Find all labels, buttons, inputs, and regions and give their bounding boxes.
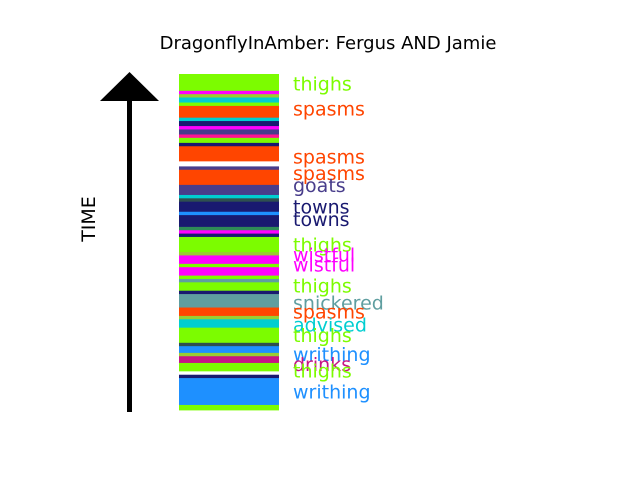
color-band [179,263,279,268]
color-band [179,102,279,107]
color-bands [179,74,279,411]
color-band [179,352,279,357]
word-label: writhing [293,382,371,404]
color-band [179,230,279,234]
word-label: towns [293,209,350,231]
color-band [179,346,279,354]
color-band [179,137,279,144]
color-band [179,294,279,308]
color-band [179,255,279,265]
color-band [179,226,279,231]
color-band [179,252,279,256]
word-label: advised [293,314,367,336]
color-band [179,184,279,196]
color-band [179,307,279,317]
color-band [179,166,279,171]
color-band [179,362,279,372]
color-band [179,169,279,186]
color-band [179,198,279,203]
color-band [179,194,279,199]
color-band [179,121,279,127]
time-arrow-head [100,72,159,101]
word-label: goats [293,175,346,197]
color-band [179,275,279,280]
word-label: writhing [293,344,371,366]
word-label: thighs [293,361,352,383]
color-band [179,404,279,411]
color-band [179,94,279,98]
word-label: towns [293,197,350,219]
color-band [179,356,279,364]
time-arrow [100,72,159,412]
color-band [179,126,279,130]
color-band [179,374,279,379]
word-label: snickered [293,292,384,314]
color-band [179,211,279,216]
color-band [179,342,279,347]
color-band [179,117,279,122]
color-band [179,315,279,320]
color-band [179,142,279,147]
color-band [179,97,279,103]
color-band [179,74,279,92]
word-label: spasms [293,302,365,324]
color-band [179,134,279,139]
word-label: spasms [293,146,365,168]
color-band [179,201,279,213]
color-band [179,215,279,228]
color-band [179,327,279,344]
word-label: thighs [293,234,352,256]
color-band [179,278,279,283]
color-band [179,105,279,119]
color-band [179,371,279,376]
color-band [179,90,279,95]
word-labels: thighsspasmsspasmsspasmsgoatstownstownst… [293,73,384,403]
word-label: thighs [293,325,352,347]
word-label: wistful [293,244,355,266]
color-band [179,161,279,167]
word-label: thighs [293,276,352,298]
word-label: spasms [293,99,365,121]
color-band [179,319,279,329]
color-band [179,282,279,292]
word-label: drinks [293,354,351,376]
color-band [179,233,279,238]
word-label: wistful [293,255,355,277]
color-band [179,236,279,253]
color-band [179,146,279,162]
color-band [179,378,279,406]
word-label: spasms [293,163,365,185]
y-axis-label: TIME [78,196,100,243]
chart-title: DragonflyInAmber: Fergus AND Jamie [160,33,497,54]
color-band [179,267,279,276]
word-label: thighs [293,73,352,95]
color-band [179,129,279,135]
color-band [179,290,279,295]
